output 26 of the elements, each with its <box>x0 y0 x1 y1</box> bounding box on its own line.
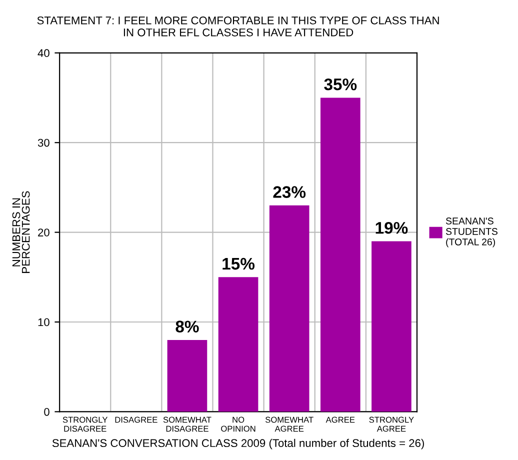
y-tick-label: 0 <box>44 408 50 416</box>
data-label: 15% <box>222 258 255 270</box>
legend-label: SEANAN'S STUDENTS (TOTAL 26) <box>446 218 498 248</box>
x-tick-label: SOMEWHAT DISAGREE <box>163 416 212 432</box>
bar <box>167 340 208 412</box>
x-tick-label: STRONGLY DISAGREE <box>62 416 108 432</box>
x-tick-label: AGREE <box>326 416 355 423</box>
data-label: 19% <box>376 222 408 234</box>
x-tick-label: SOMEWHAT AGREE <box>265 416 314 432</box>
y-tick-label: 20 <box>38 228 50 236</box>
chart-title: STATEMENT 7: I FEEL MORE COMFORTABLE IN THIS TYPE OF CLASS THAN IN OTHER EFL CLASSES I HAVE ATTENDED <box>37 16 439 36</box>
data-label: 23% <box>273 186 306 198</box>
data-label: 35% <box>324 78 357 90</box>
y-tick-label: 30 <box>38 138 50 147</box>
x-tick-label: STRONGLY AGREE <box>369 416 414 432</box>
x-axis-title: SEANAN'S CONVERSATION CLASS 2009 (Total number of Students = 26) <box>52 438 424 450</box>
y-tick-label: 40 <box>38 49 50 58</box>
data-label: 8% <box>176 320 199 332</box>
x-tick-label: NO OPINION <box>221 416 256 432</box>
y-tick-label: 10 <box>38 318 50 326</box>
bar <box>320 98 360 412</box>
bar <box>372 241 412 412</box>
x-tick-label: DISAGREE <box>115 416 158 423</box>
bar <box>269 205 310 412</box>
y-axis-title: NUMBERS IN PERCENTAGES <box>12 191 30 273</box>
bar <box>218 277 258 412</box>
